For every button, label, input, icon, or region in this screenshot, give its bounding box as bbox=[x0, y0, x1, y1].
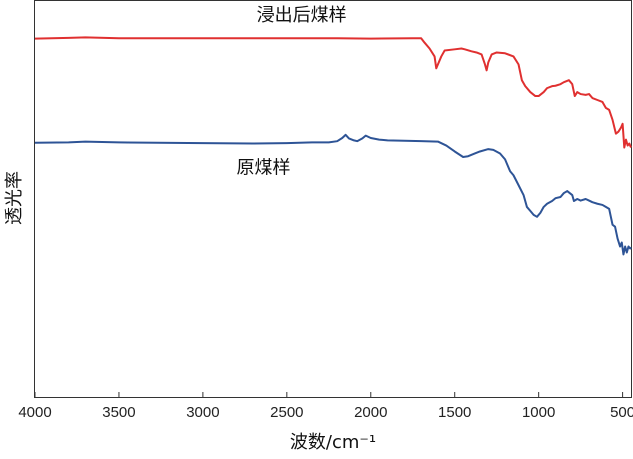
series-label-1: 原煤样 bbox=[236, 157, 290, 178]
series-label-0: 浸出后煤样 bbox=[257, 5, 347, 26]
x-tick-label: 2000 bbox=[354, 404, 387, 421]
x-tick-label: 3000 bbox=[186, 404, 219, 421]
x-tick-label: 1000 bbox=[522, 404, 555, 421]
x-tick-label: 500 bbox=[610, 404, 633, 421]
series-line-0 bbox=[34, 36, 632, 149]
series-layer bbox=[34, 36, 632, 256]
x-axis-title: 波数/cm⁻¹ bbox=[290, 432, 376, 453]
plot-frame bbox=[34, 0, 632, 398]
y-axis-title: 透光率 bbox=[4, 171, 25, 225]
x-tick-label: 1500 bbox=[438, 404, 471, 421]
x-tick-label: 2500 bbox=[270, 404, 303, 421]
x-tick-label: 4000 bbox=[18, 404, 51, 421]
x-tick-label: 3500 bbox=[102, 404, 135, 421]
x-ticks: 4000 3500 3000 2500 2000 1500 1000 500 bbox=[18, 392, 633, 421]
series-line-1 bbox=[34, 133, 632, 256]
